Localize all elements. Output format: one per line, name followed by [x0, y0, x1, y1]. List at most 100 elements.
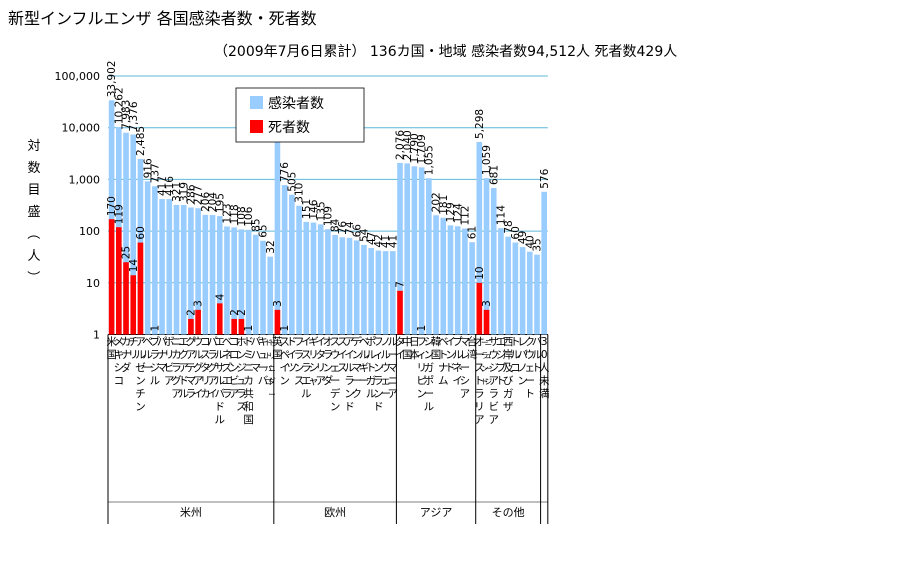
svg-text:ー: ー — [481, 338, 489, 347]
data-label-infected: 40 — [524, 235, 536, 248]
svg-text:パ: パ — [157, 336, 168, 348]
data-label-infected: 206 — [200, 192, 212, 212]
svg-text:ラ: ラ — [344, 375, 355, 387]
data-label-deaths: 7 — [395, 281, 407, 288]
svg-text:ビ: ビ — [164, 362, 175, 374]
data-label-infected: 576 — [539, 168, 551, 188]
svg-text:目: 目 — [27, 183, 40, 198]
bar-infected — [462, 228, 468, 335]
svg-text:ト: ト — [510, 336, 521, 348]
svg-text:ィ: ィ — [373, 349, 384, 361]
data-label-infected: 129 — [445, 202, 457, 222]
svg-text:ラ: ラ — [207, 349, 218, 361]
svg-text:デ: デ — [351, 335, 362, 348]
bar-infected — [108, 100, 115, 335]
svg-text:国: 国 — [106, 349, 117, 361]
data-label-infected: 76 — [337, 221, 349, 235]
svg-text:ン: ン — [517, 375, 528, 387]
data-label-infected: 85 — [250, 218, 262, 231]
category-label: インド — [445, 336, 456, 374]
svg-text:ポ: ポ — [424, 375, 435, 387]
group-label: 欧州 — [324, 506, 346, 519]
svg-text:ー: ー — [380, 388, 391, 400]
data-label-deaths: 1 — [243, 325, 255, 332]
bar-infected — [526, 251, 533, 335]
data-label-infected: 2,076 — [395, 130, 407, 160]
svg-text:レ: レ — [517, 336, 528, 348]
svg-text:ル: ル — [532, 349, 543, 361]
svg-text:グ: グ — [207, 361, 218, 374]
svg-text:国: 国 — [402, 349, 413, 361]
svg-text:ー: ー — [359, 375, 370, 387]
svg-text:ギ: ギ — [359, 362, 370, 374]
svg-text:シ: シ — [308, 362, 319, 374]
svg-text:リ: リ — [164, 349, 175, 361]
svg-text:ド: ド — [344, 401, 355, 413]
svg-text:ニ: ニ — [388, 375, 399, 387]
data-label-infected: 417 — [157, 176, 169, 196]
svg-text:ム: ム — [438, 375, 449, 387]
data-label-infected: 181 — [438, 195, 450, 215]
svg-text:パ: パ — [207, 336, 218, 348]
svg-text:リ: リ — [200, 375, 211, 387]
data-label-infected: 65 — [258, 224, 270, 237]
data-label-infected: 319 — [178, 182, 190, 202]
svg-text:バ: バ — [258, 375, 269, 387]
bar-infected — [303, 221, 310, 335]
bar-deaths — [116, 227, 122, 335]
svg-text:ネ: ネ — [452, 362, 463, 374]
y-tick-label: 10,000 — [62, 122, 101, 135]
svg-text:シ: シ — [424, 336, 435, 348]
svg-text:マ: マ — [460, 336, 471, 348]
svg-text:ン: ン — [481, 364, 489, 373]
svg-text:イ: イ — [193, 388, 204, 400]
category-label: トルコ — [510, 336, 521, 374]
bar-deaths — [397, 290, 403, 335]
svg-text:ェ: ェ — [330, 362, 341, 374]
svg-text:ギ: ギ — [308, 336, 319, 348]
bar-infected — [498, 228, 504, 335]
svg-text:ガ: ガ — [424, 362, 435, 374]
svg-text:エ: エ — [178, 336, 189, 348]
svg-text:タ: タ — [200, 362, 211, 374]
data-label-infected: 1,055 — [423, 145, 435, 175]
svg-text:ト: ト — [265, 351, 273, 360]
svg-text:ス: ス — [474, 362, 485, 374]
svg-text:日: 日 — [409, 336, 420, 348]
bar-infected — [173, 204, 180, 335]
svg-text:カ: カ — [200, 388, 211, 400]
svg-text:ア: ア — [193, 375, 204, 387]
svg-text:タ: タ — [315, 349, 326, 361]
data-label-deaths: 2 — [236, 309, 248, 316]
category-label: ドイツ — [287, 336, 298, 374]
data-label-infected: 204 — [207, 192, 219, 212]
svg-text:ベ: ベ — [438, 336, 449, 348]
group-label: その他 — [492, 506, 525, 519]
svg-text:オ: オ — [474, 336, 485, 348]
svg-text:ル: ル — [193, 349, 204, 361]
data-label-infected: 277 — [193, 185, 205, 205]
data-label-deaths: 1 — [149, 325, 161, 332]
bar-infected — [404, 163, 411, 335]
svg-text:ラ: ラ — [294, 349, 305, 361]
svg-text:カ: カ — [171, 349, 182, 361]
svg-text:ト: ト — [268, 338, 276, 347]
y-tick-label: 1 — [93, 329, 100, 342]
svg-text:ア: ア — [488, 375, 499, 387]
data-label-deaths: 14 — [128, 259, 140, 273]
svg-text:コ: コ — [229, 336, 240, 348]
